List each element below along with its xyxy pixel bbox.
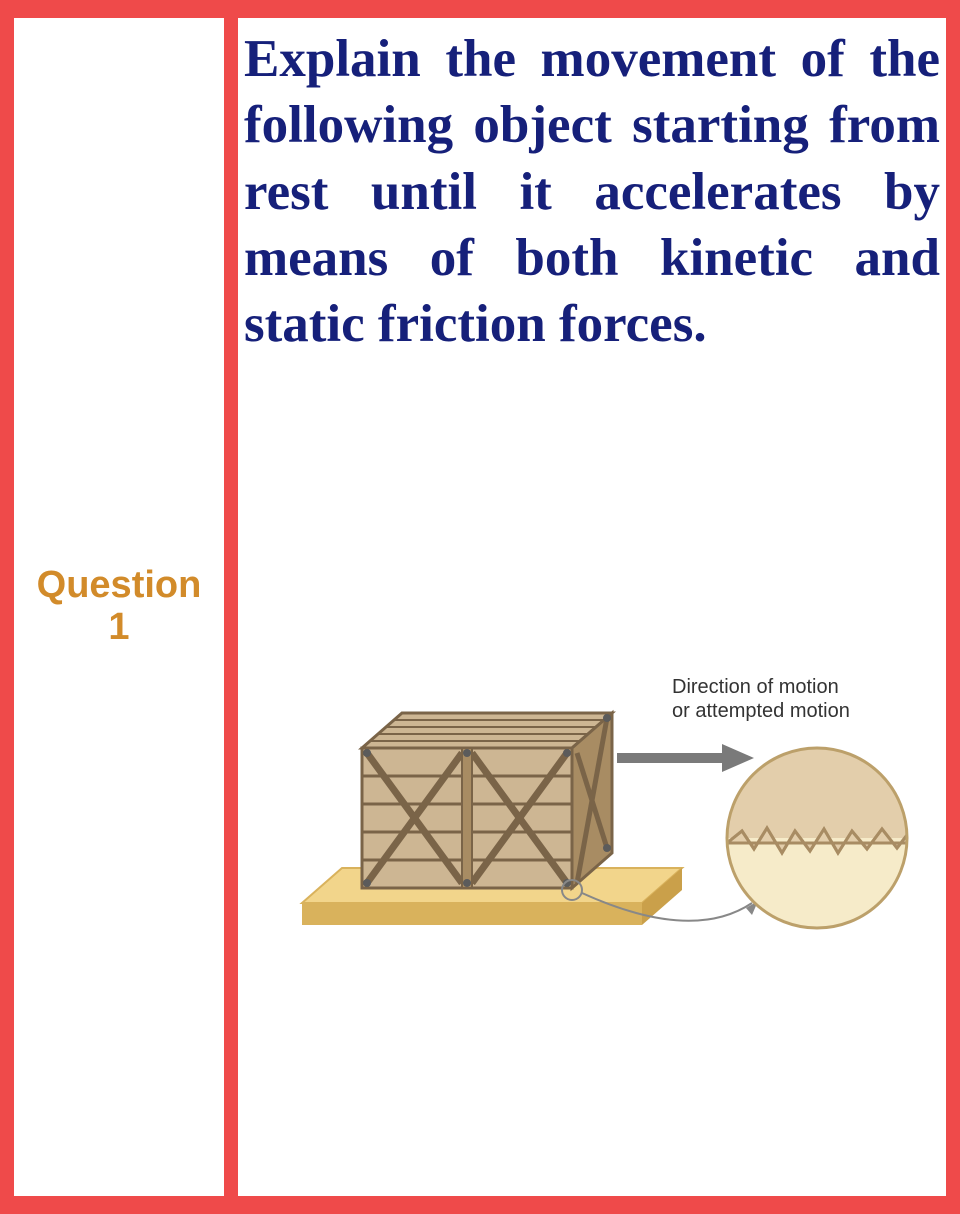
- direction-arrow: [617, 744, 754, 772]
- arrow-label-2: or attempted motion: [672, 700, 850, 722]
- question-label-word: Question: [37, 564, 202, 606]
- right-cell: Explain the movement of the following ob…: [238, 18, 946, 1196]
- friction-diagram: Direction of motion or attempted motion: [272, 643, 912, 963]
- question-label: Question 1: [37, 565, 202, 649]
- table-row: Question 1 Explain the movement of the f…: [14, 18, 946, 1196]
- question-label-number: 1: [108, 606, 129, 648]
- zoom-circle: [727, 748, 907, 930]
- question-text: Explain the movement of the following ob…: [244, 26, 940, 357]
- arrow-label-1: Direction of motion: [672, 676, 839, 698]
- outer-frame: Question 1 Explain the movement of the f…: [0, 0, 960, 1214]
- crate: [362, 713, 612, 888]
- diagram-area: Direction of motion or attempted motion: [244, 427, 940, 1178]
- left-cell: Question 1: [14, 18, 224, 1196]
